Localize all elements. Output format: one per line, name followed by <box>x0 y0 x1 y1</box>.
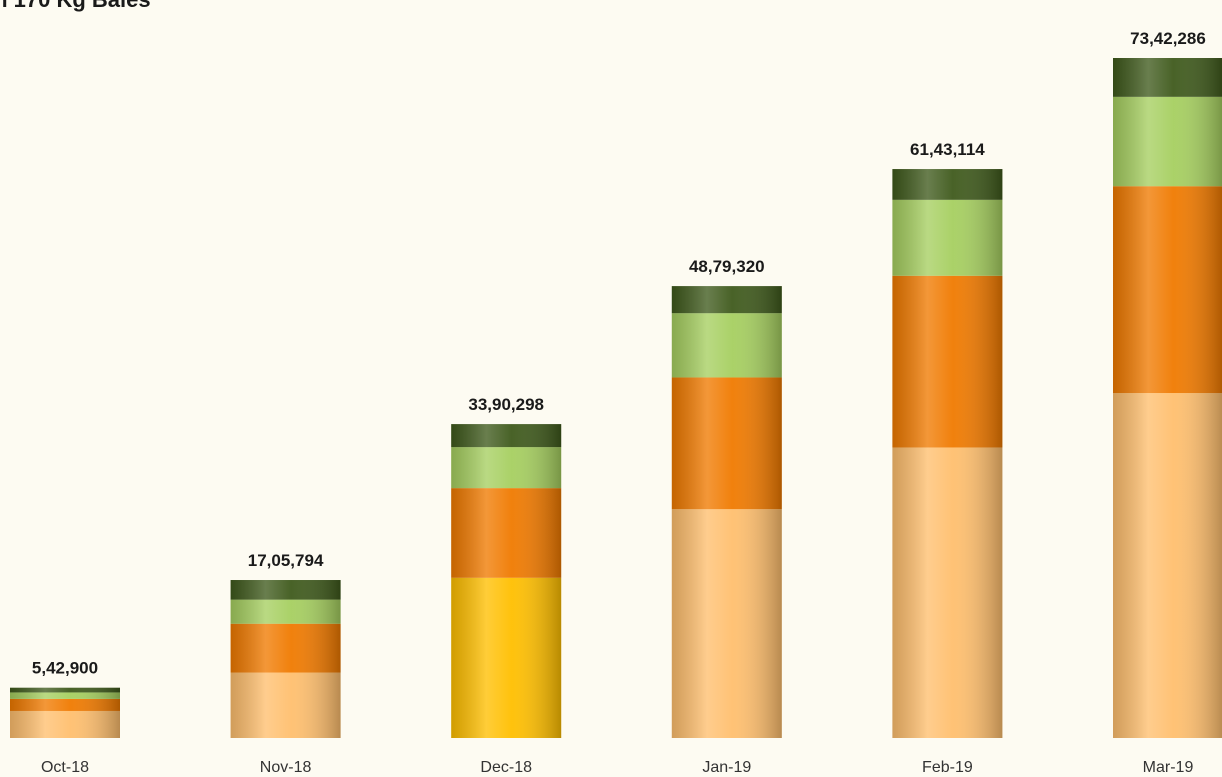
bar-shading <box>892 447 1003 738</box>
bar-shading <box>230 580 341 600</box>
bar-shading <box>230 623 341 673</box>
total-label-dec-18: 33,90,298 <box>468 395 544 414</box>
bar-shading <box>10 710 120 738</box>
bar-shading <box>892 169 1003 200</box>
bars-layer <box>10 58 1222 738</box>
bar-shading <box>671 509 782 738</box>
bar-shading <box>230 672 341 738</box>
bar-shading <box>671 286 782 314</box>
bar-shading <box>892 275 1003 448</box>
bar-shading <box>892 199 1003 276</box>
bar-shading <box>451 424 562 448</box>
x-tick-label-jan-19: Jan-19 <box>702 759 751 776</box>
x-tick-label-dec-18: Dec-18 <box>480 759 532 776</box>
bar-shading <box>671 377 782 510</box>
x-tick-label-oct-18: Oct-18 <box>41 759 89 776</box>
total-label-nov-18: 17,05,794 <box>248 551 324 570</box>
total-label-mar-19: 73,42,286 <box>1130 29 1206 48</box>
bar-shading <box>10 698 120 711</box>
total-label-jan-19: 48,79,320 <box>689 257 765 276</box>
bar-shading <box>1113 186 1222 394</box>
total-label-feb-19: 61,43,114 <box>910 140 985 159</box>
bar-shading <box>1113 96 1222 187</box>
labels-layer: 5,42,900 17,05,794 33,90,298 48,79,320 61,43… <box>32 29 1206 678</box>
bar-shading <box>451 488 562 578</box>
bar-shading <box>671 313 782 378</box>
bar-shading <box>230 599 341 624</box>
chart-title: In 170 Kg Bales <box>0 0 151 12</box>
bar-shading <box>451 577 562 738</box>
bar-shading <box>10 687 120 693</box>
x-tick-label-mar-19: Mar-19 <box>1143 759 1194 776</box>
x-tick-label-feb-19: Feb-19 <box>922 759 973 776</box>
total-label-oct-18: 5,42,900 <box>32 659 98 678</box>
bar-shading <box>451 447 562 489</box>
bar-shading <box>1113 393 1222 738</box>
x-axis: Oct-18 Nov-18 Dec-18 Jan-19 Feb-19 Mar-19 <box>41 759 1193 776</box>
bar-shading <box>10 692 120 699</box>
x-tick-label-nov-18: Nov-18 <box>260 759 312 776</box>
bar-shading <box>1113 58 1222 97</box>
